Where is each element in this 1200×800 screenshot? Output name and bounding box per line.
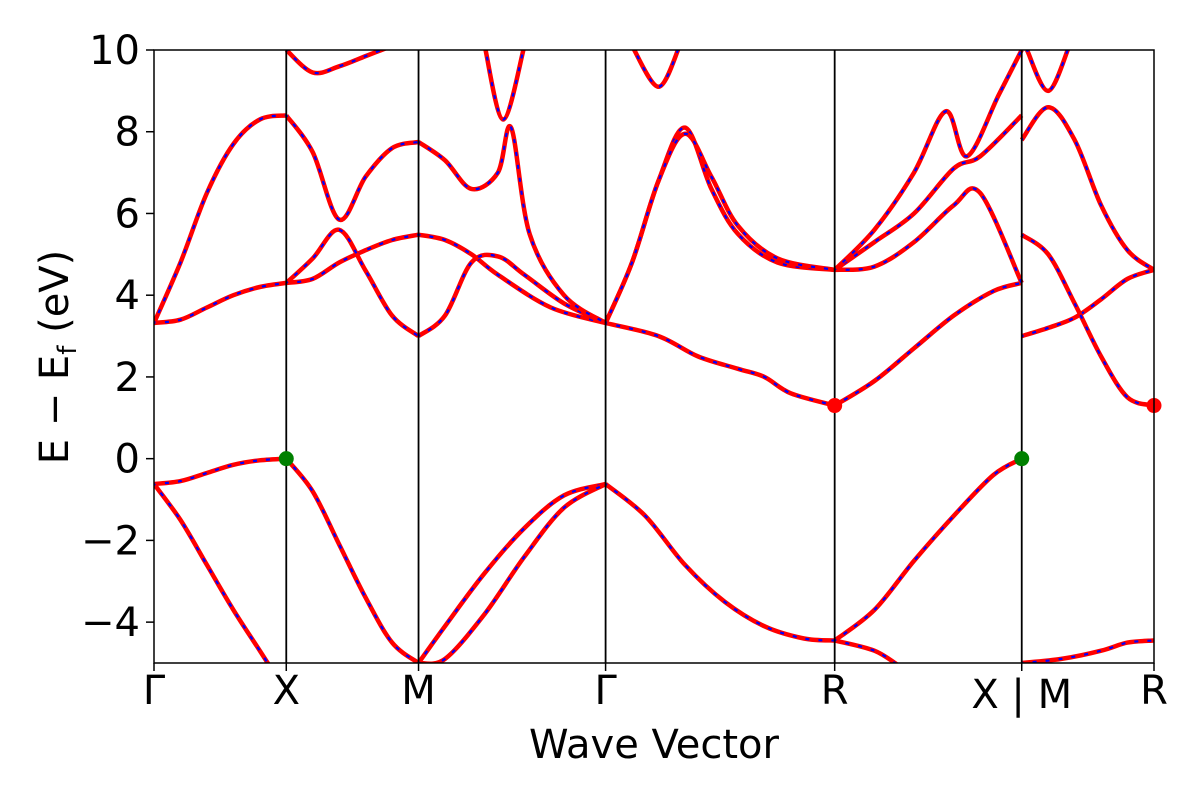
band-line-dashed-6	[285, 228, 420, 337]
band-line-21	[833, 280, 1023, 408]
x-axis-ticks: Γ X M Γ R X | M R	[143, 663, 1168, 718]
y-tick-label-3: 2	[115, 355, 140, 401]
band-line-dashed-22	[834, 457, 1023, 642]
band-line-dashed-11	[418, 233, 606, 325]
y-axis-label: E − Ef (eV)	[32, 250, 83, 465]
band-line-12	[417, 252, 607, 338]
band-line-26	[1021, 638, 1154, 663]
band-line-dashed-18	[604, 132, 835, 324]
band-line-dashed-10	[418, 483, 607, 663]
x-tick-label-5: X | M	[971, 672, 1072, 718]
vbm-marker-1	[1014, 451, 1030, 467]
y-tick-label-1: −2	[81, 518, 140, 564]
y-tick-label-2: 0	[115, 437, 140, 483]
y-axis-label-main: E − E	[32, 355, 78, 465]
band-line-dashed-17	[604, 126, 835, 324]
band-line-22	[833, 456, 1023, 643]
band-line-dashed-27	[1021, 268, 1154, 338]
cbm-marker-2	[827, 398, 843, 414]
band-line-2	[154, 280, 287, 326]
band-line-dashed-19	[633, 50, 680, 88]
band-line-19	[631, 50, 681, 90]
x-tick-label-1: X	[273, 668, 300, 714]
band-line-dashed-1	[154, 483, 270, 663]
band-line-20	[834, 638, 899, 663]
x-tick-label-4: R	[821, 668, 849, 714]
band-line-dashed-26	[1021, 639, 1154, 663]
band-line-dashed-5	[286, 233, 419, 284]
band-line-1	[154, 482, 271, 663]
band-line-dashed-24	[834, 114, 1023, 271]
band-line-4	[284, 457, 420, 663]
vbm-marker-0	[278, 451, 294, 467]
band-line-7	[284, 114, 419, 222]
band-line-16	[605, 320, 836, 408]
y-tick-label-4: 4	[115, 273, 140, 319]
bands-layer	[154, 50, 1154, 663]
band-line-15	[604, 482, 835, 643]
band-line-25	[833, 50, 1024, 272]
y-tick-label-6: 8	[115, 110, 140, 156]
x-tick-label-2: M	[401, 668, 436, 714]
band-line-23	[834, 186, 1024, 284]
plot-frame	[153, 49, 1155, 664]
y-axis-label-subscript: f	[53, 345, 83, 355]
band-line-dashed-0	[154, 457, 287, 486]
y-tick-label-5: 6	[115, 191, 140, 237]
y-tick-label-7: 10	[89, 28, 140, 74]
band-line-dashed-2	[154, 281, 287, 325]
band-line-3	[154, 113, 287, 324]
y-axis-label-unit: (eV)	[32, 250, 78, 346]
band-line-dashed-3	[154, 114, 287, 324]
band-line-10	[418, 482, 607, 663]
band-line-dashed-23	[834, 187, 1023, 284]
band-line-dashed-14	[484, 50, 525, 121]
x-axis-label: Wave Vector	[529, 722, 780, 768]
x-tick-label-6: R	[1140, 668, 1168, 714]
band-line-dashed-13	[417, 125, 607, 324]
band-line-dashed-8	[285, 50, 385, 75]
band-line-28	[1020, 232, 1154, 408]
band-line-dashed-28	[1021, 233, 1154, 407]
band-line-9	[416, 481, 607, 663]
band-line-0	[154, 456, 287, 487]
band-line-dashed-15	[604, 483, 835, 642]
extrema-markers	[278, 398, 1162, 467]
y-tick-label-0: −4	[81, 600, 140, 646]
band-line-17	[603, 125, 836, 324]
band-line-13	[417, 123, 607, 325]
band-line-18	[603, 131, 836, 324]
band-line-dashed-30	[1026, 50, 1069, 92]
y-axis-ticks: −4 −2 0 2 4 6 8 10	[81, 28, 154, 646]
band-line-dashed-4	[285, 457, 420, 663]
band-line-dashed-29	[1020, 106, 1154, 271]
band-line-30	[1024, 50, 1071, 94]
x-tick-label-0: Γ	[143, 668, 166, 714]
band-line-dashed-25	[833, 50, 1023, 271]
x-tick-label-3: Γ	[594, 668, 617, 714]
high-symmetry-lines	[285, 50, 1023, 663]
